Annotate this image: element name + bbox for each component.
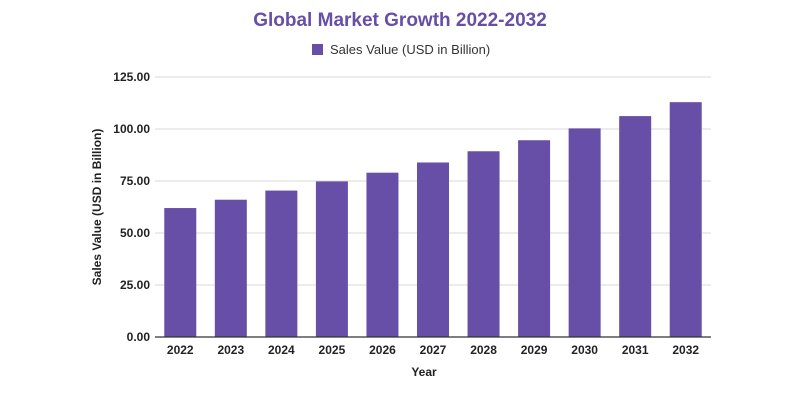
bar-2028 [467,151,500,337]
bar-2027 [417,162,449,337]
y-tick-label: 0.00 [127,330,151,344]
bar-2031 [619,116,652,337]
legend-label: Sales Value (USD in Billion) [330,42,490,57]
y-tick-label: 75.00 [120,174,150,188]
bars [164,102,702,337]
y-tick-label: 125.00 [113,70,150,84]
x-axis-title: Year [411,365,437,379]
bar-2024 [265,190,298,337]
bar-2022 [164,208,197,337]
chart-title: Global Market Growth 2022-2032 [253,10,547,31]
bar-2030 [568,128,601,337]
bar-2032 [669,102,702,337]
y-tick-label: 25.00 [120,278,150,292]
y-axis-ticks: 0.00 25.00 50.00 75.00 100.00 125.00 [113,70,150,344]
legend-swatch [312,44,323,55]
y-tick-label: 100.00 [113,122,150,136]
x-tick-label: 2030 [571,343,598,357]
y-axis-title: Sales Value (USD in Billion) [90,129,104,286]
x-tick-label: 2022 [167,343,194,357]
bar-2023 [214,199,247,337]
x-tick-label: 2028 [470,343,497,357]
legend: Sales Value (USD in Billion) [312,42,490,57]
bar-2029 [518,140,551,337]
bar-2026 [366,172,399,337]
x-tick-label: 2029 [521,343,548,357]
x-axis-ticks: 2022 2023 2024 2025 2026 2027 2028 2029 2030 2031… [167,343,699,357]
y-tick-label: 50.00 [120,226,150,240]
x-tick-label: 2027 [420,343,447,357]
x-tick-label: 2024 [268,343,295,357]
x-tick-label: 2026 [369,343,396,357]
x-tick-label: 2031 [622,343,649,357]
x-tick-label: 2032 [672,343,699,357]
x-tick-label: 2025 [319,343,346,357]
bar-2025 [315,181,348,337]
x-tick-label: 2023 [217,343,244,357]
